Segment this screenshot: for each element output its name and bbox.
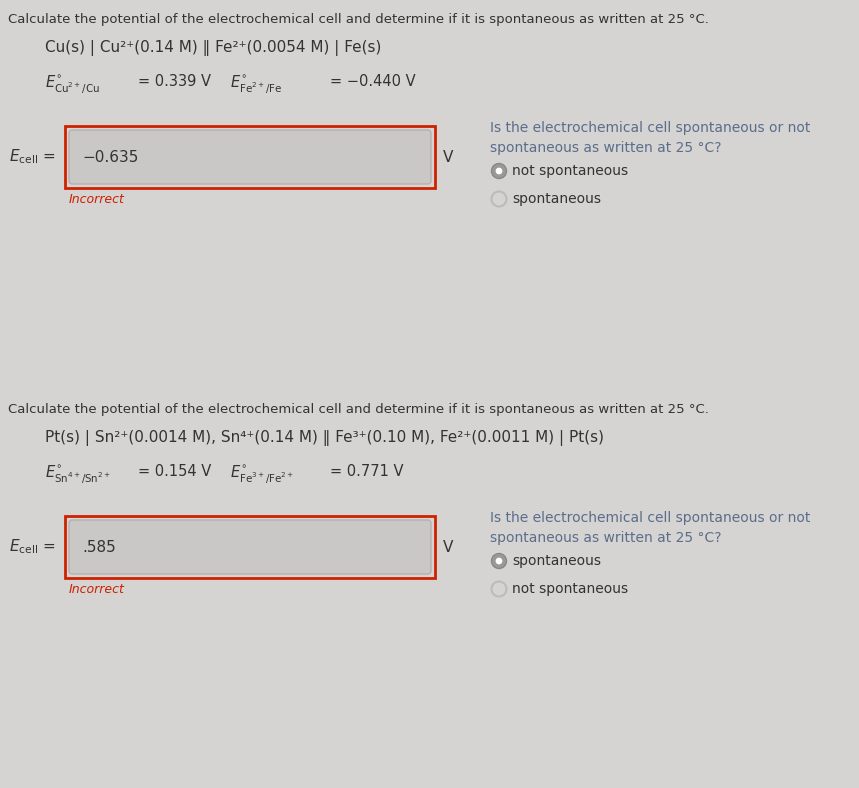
Text: $E^{\circ}_{\mathrm{Fe^{3+}/Fe^{2+}}}$: $E^{\circ}_{\mathrm{Fe^{3+}/Fe^{2+}}}$ — [230, 464, 295, 486]
Bar — [65, 516, 435, 578]
Circle shape — [491, 163, 507, 179]
Text: Incorrect: Incorrect — [69, 193, 125, 206]
Text: Incorrect: Incorrect — [69, 583, 125, 596]
Text: = 0.154 V: = 0.154 V — [138, 464, 211, 479]
Text: $E^{\circ}_{\mathrm{Fe^{2+}/Fe}}$: $E^{\circ}_{\mathrm{Fe^{2+}/Fe}}$ — [230, 74, 283, 96]
Text: Pt(s) | Sn²⁺(0.0014 M), Sn⁴⁺(0.14 M) ‖ Fe³⁺(0.10 M), Fe²⁺(0.0011 M) | Pt(s): Pt(s) | Sn²⁺(0.0014 M), Sn⁴⁺(0.14 M) ‖ F… — [45, 430, 604, 446]
Text: spontaneous as written at 25 °C?: spontaneous as written at 25 °C? — [490, 141, 722, 155]
Text: = 0.771 V: = 0.771 V — [330, 464, 404, 479]
Text: V: V — [443, 540, 454, 555]
Text: Is the electrochemical cell spontaneous or not: Is the electrochemical cell spontaneous … — [490, 511, 810, 525]
Text: not spontaneous: not spontaneous — [513, 582, 629, 596]
Text: not spontaneous: not spontaneous — [513, 164, 629, 178]
Circle shape — [491, 582, 507, 597]
Text: $E_{\mathrm{cell}}$ =: $E_{\mathrm{cell}}$ = — [9, 537, 55, 556]
Text: Is the electrochemical cell spontaneous or not: Is the electrochemical cell spontaneous … — [490, 121, 810, 135]
Circle shape — [496, 168, 503, 174]
Text: $E_{\mathrm{cell}}$ =: $E_{\mathrm{cell}}$ = — [9, 147, 55, 166]
Text: = −0.440 V: = −0.440 V — [330, 74, 416, 89]
Text: $E^{\circ}_{\mathrm{Sn^{4+}/Sn^{2+}}}$: $E^{\circ}_{\mathrm{Sn^{4+}/Sn^{2+}}}$ — [45, 464, 111, 486]
Text: = 0.339 V: = 0.339 V — [138, 74, 211, 89]
Circle shape — [491, 191, 507, 206]
Text: Calculate the potential of the electrochemical cell and determine if it is spont: Calculate the potential of the electroch… — [8, 13, 709, 26]
Text: $E^{\circ}_{\mathrm{Cu^{2+}/Cu}}$: $E^{\circ}_{\mathrm{Cu^{2+}/Cu}}$ — [45, 74, 100, 96]
Text: .585: .585 — [82, 540, 116, 555]
Circle shape — [496, 558, 503, 564]
Text: −0.635: −0.635 — [82, 150, 138, 165]
FancyBboxPatch shape — [69, 130, 431, 184]
Text: spontaneous: spontaneous — [513, 192, 601, 206]
Bar — [65, 126, 435, 188]
Text: spontaneous: spontaneous — [513, 554, 601, 568]
Circle shape — [491, 553, 507, 568]
Text: Calculate the potential of the electrochemical cell and determine if it is spont: Calculate the potential of the electroch… — [8, 403, 709, 416]
Text: Cu(s) | Cu²⁺(0.14 M) ‖ Fe²⁺(0.0054 M) | Fe(s): Cu(s) | Cu²⁺(0.14 M) ‖ Fe²⁺(0.0054 M) | … — [45, 40, 381, 56]
Text: V: V — [443, 150, 454, 165]
FancyBboxPatch shape — [69, 520, 431, 574]
Text: spontaneous as written at 25 °C?: spontaneous as written at 25 °C? — [490, 531, 722, 545]
